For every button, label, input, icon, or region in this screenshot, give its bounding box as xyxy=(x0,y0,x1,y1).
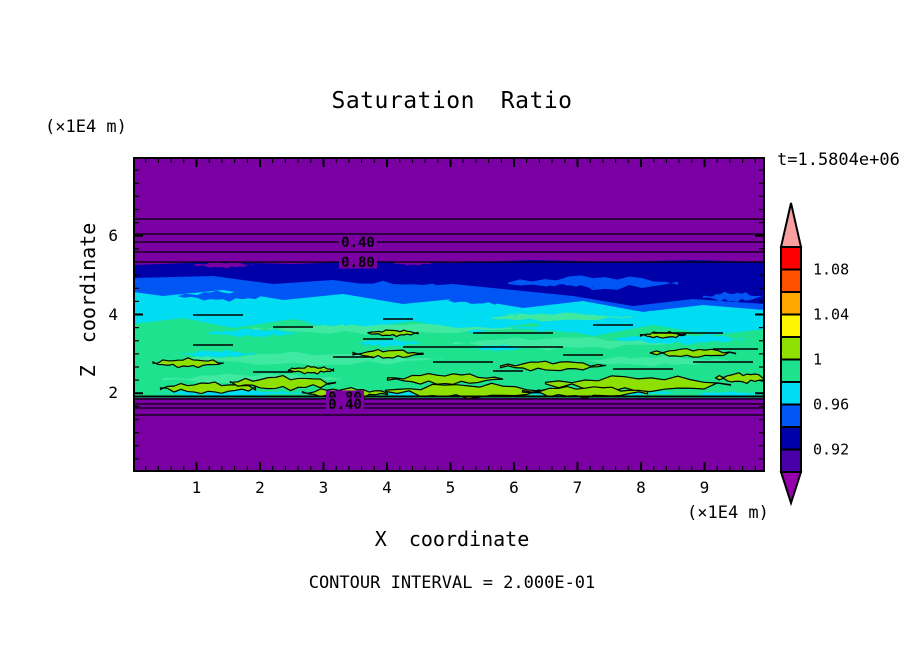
x-tick-label: 8 xyxy=(636,478,646,497)
x-tick-label: 6 xyxy=(509,478,519,497)
x-tick-label: 7 xyxy=(572,478,583,497)
y-tick-label: 6 xyxy=(108,225,118,245)
contour-line-label: 0.40 xyxy=(328,397,362,413)
page-title: Saturation Ratio xyxy=(331,88,573,114)
colorbar-tick-label: 0.96 xyxy=(813,396,849,414)
x-tick-label: 5 xyxy=(445,478,456,497)
y-axis-label: Z coordinate xyxy=(76,222,100,378)
contour-interval-note: CONTOUR INTERVAL = 2.000E-01 xyxy=(308,573,596,593)
x-axis-label: X coordinate xyxy=(374,527,530,551)
colorbar-tick-label: 1.04 xyxy=(813,306,849,324)
colorbar-scale: 1.08 1.04 1 0.96 0.92 xyxy=(779,202,849,507)
x-tick-label: 2 xyxy=(255,478,265,497)
contour-line-label: 0.40 xyxy=(341,235,375,251)
x-tick-label: 1 xyxy=(191,478,202,497)
contour-line-label: 0.80 xyxy=(341,255,375,271)
y-tick-label: 4 xyxy=(108,304,118,324)
x-tick-label: 9 xyxy=(699,478,710,497)
timestamp-label: t=1.5804e+06 xyxy=(777,150,900,170)
y-tick-label: 2 xyxy=(108,383,118,403)
contour-plot-area: 0.400.800.800.40 xyxy=(133,157,772,472)
saturation-contour-field: 0.400.800.800.40 xyxy=(133,157,772,472)
y-axis-unit: (×1E4 m) xyxy=(45,117,127,137)
colorbar-tick-label: 0.92 xyxy=(813,441,849,459)
colorbar-tick-label: 1.08 xyxy=(813,261,849,279)
x-tick-label: 3 xyxy=(318,478,329,497)
x-tick-label: 4 xyxy=(382,478,392,497)
x-axis-unit: (×1E4 m) xyxy=(687,503,769,523)
colorbar-tick-label: 1 xyxy=(813,351,822,369)
colorbar: 1.08 1.04 1 0.96 0.92 xyxy=(779,199,899,511)
